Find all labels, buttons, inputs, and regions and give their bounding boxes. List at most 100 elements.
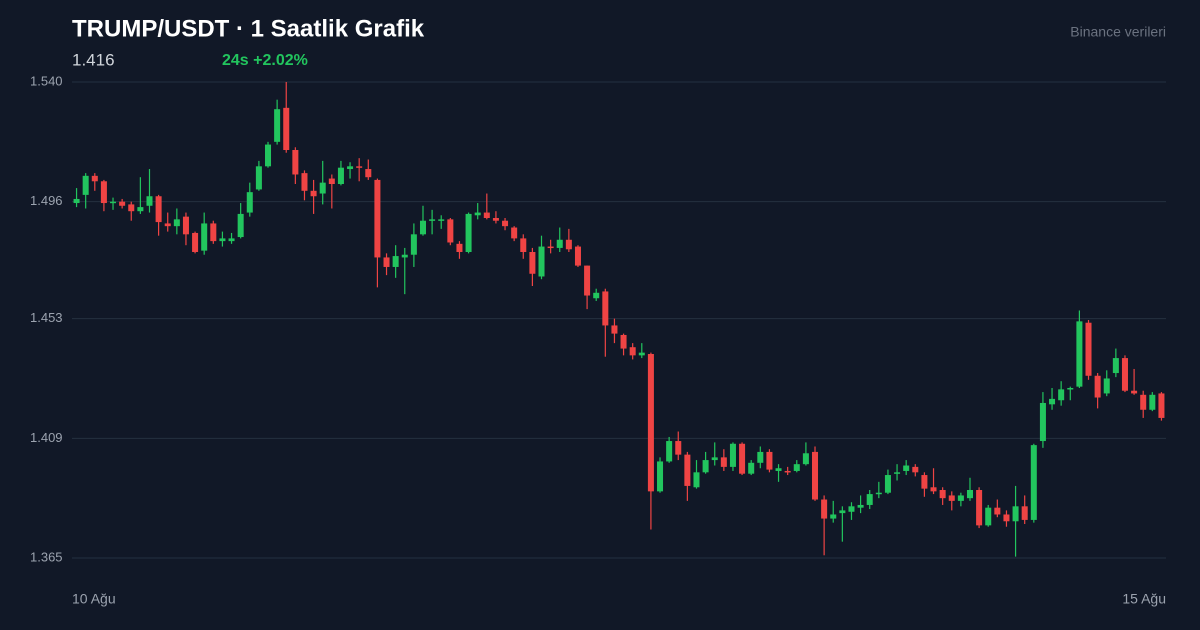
candle-body (319, 182, 326, 194)
candle-body (693, 472, 700, 488)
price-change: 24s +2.02% (222, 52, 308, 69)
candle-body (985, 507, 992, 526)
candle-body (1058, 389, 1065, 401)
candle-body (100, 181, 107, 204)
candle-body (192, 232, 199, 252)
candle-body (228, 238, 235, 242)
candle-body (611, 325, 618, 334)
candle-body (520, 238, 527, 252)
candle-body (1049, 398, 1056, 405)
candle-body (720, 457, 727, 467)
candle-body (110, 201, 117, 204)
candle-body (894, 472, 901, 474)
candle-body (1021, 506, 1028, 520)
candle-body (821, 499, 828, 519)
candle-body (73, 198, 80, 204)
candle-body (966, 490, 974, 499)
y-tick-label: 1.365 (30, 549, 63, 564)
candle-body (538, 246, 545, 277)
candle-body (82, 175, 89, 195)
candle-body (948, 495, 955, 501)
candle-body (547, 246, 554, 249)
candle-body (957, 495, 964, 501)
candle-body (246, 192, 253, 213)
candle-body (201, 223, 208, 251)
candle-body (620, 334, 627, 349)
candle-body (365, 169, 372, 178)
candle-body (1039, 402, 1046, 442)
candle-body (356, 166, 363, 168)
candle-body (921, 475, 928, 489)
candle-body (1067, 388, 1074, 390)
candle-body (292, 150, 299, 175)
candle-body (146, 196, 153, 206)
candle-body (1131, 390, 1138, 394)
candle-body (1140, 394, 1147, 410)
candle-body (830, 514, 837, 519)
candle-body (1103, 378, 1110, 394)
candle-body (802, 453, 809, 465)
candle-body (994, 507, 1001, 515)
x-tick-label: 10 Ağu (72, 591, 116, 607)
chart-title: TRUMP/USDT · 1 Saatlik Grafik (72, 15, 425, 42)
candle-body (976, 490, 983, 526)
x-tick-label: 15 Ağu (1122, 591, 1166, 607)
candle-body (784, 470, 791, 473)
candle-body (912, 466, 919, 473)
candle-body (866, 494, 873, 505)
candle-body (903, 465, 910, 471)
candle-body (684, 454, 691, 486)
candle-body (629, 347, 636, 356)
candle-body (419, 220, 427, 235)
candle-body (811, 451, 819, 500)
candle-body (775, 468, 782, 471)
candle-body (492, 218, 499, 221)
candle-body (1121, 358, 1128, 391)
candle-body (447, 219, 454, 243)
candle-body (502, 220, 509, 227)
candle-body (748, 462, 755, 474)
candle-body (474, 212, 481, 216)
candle-body (638, 352, 645, 356)
candle-body (930, 487, 937, 492)
candle-body (647, 354, 654, 492)
candle-body (328, 178, 335, 184)
candle-body (556, 239, 563, 248)
candle-body (410, 234, 417, 255)
candle-body (766, 451, 773, 470)
candle-body (483, 212, 490, 218)
candle-body (164, 223, 171, 227)
candle-body (438, 219, 445, 221)
candle-body (666, 441, 673, 462)
candle-body (401, 254, 408, 258)
candle-body (301, 173, 308, 191)
candle-body (155, 196, 162, 223)
candle-body (274, 109, 281, 142)
candle-body (675, 441, 682, 455)
y-tick-label: 1.496 (30, 193, 63, 208)
candle-body (757, 451, 764, 463)
candle-body (1112, 358, 1119, 374)
data-source: Binance verileri (1070, 24, 1166, 40)
candle-body (702, 460, 709, 473)
candle-body (210, 223, 217, 242)
candle-body (465, 213, 472, 252)
candle-body (264, 144, 272, 167)
candle-body (1030, 445, 1037, 520)
candle-body (392, 256, 399, 267)
candle-body (739, 443, 746, 474)
candle-body (310, 190, 317, 197)
candle-body (1149, 394, 1156, 410)
candle-body (529, 252, 536, 274)
candle-body (219, 238, 226, 242)
candle-body (793, 464, 800, 471)
candle-body (574, 246, 581, 266)
candle-body (711, 457, 718, 461)
candle-body (182, 216, 189, 235)
candle-body (1076, 321, 1083, 387)
candle-body (511, 227, 518, 239)
candle-body (875, 492, 882, 495)
candle-body (91, 175, 98, 182)
candle-body (337, 167, 344, 184)
candle-body (857, 504, 864, 508)
